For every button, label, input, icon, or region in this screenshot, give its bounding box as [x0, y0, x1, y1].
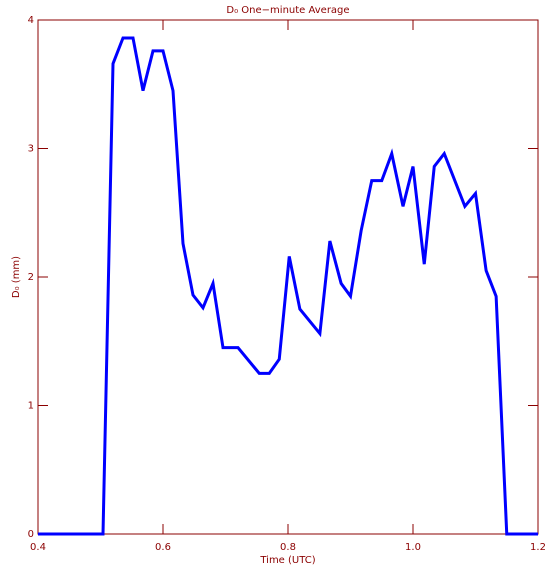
y-tick-label: 3 [28, 144, 34, 155]
y-tick-label: 1 [28, 401, 34, 412]
x-tick-label: 1.2 [530, 542, 546, 553]
y-axis-label: D₀ (mm) [11, 256, 22, 298]
x-tick-label: 0.8 [280, 542, 296, 553]
x-tick-label: 1.0 [405, 542, 421, 553]
x-axis-label: Time (UTC) [259, 555, 315, 566]
data-line [38, 36, 538, 536]
y-tick-label: 4 [28, 15, 34, 26]
chart-title: D₀ One−minute Average [226, 5, 349, 16]
x-tick-label: 0.4 [30, 542, 46, 553]
y-tick-label: 0 [28, 529, 34, 540]
x-tick-label: 0.6 [155, 542, 171, 553]
y-tick-label: 2 [28, 272, 34, 283]
